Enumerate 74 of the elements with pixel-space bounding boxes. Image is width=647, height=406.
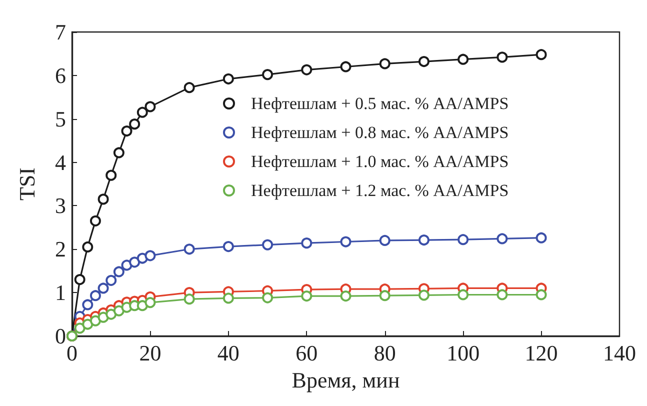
point	[113, 266, 124, 278]
y-tick-label: 2	[55, 236, 66, 262]
legend-label: Нефтешлам + 1.0 мас. % AA/AMPS	[251, 152, 509, 171]
x-tick-label: 80	[374, 340, 396, 366]
point	[418, 56, 430, 68]
point	[82, 299, 94, 310]
point	[262, 69, 274, 80]
point	[144, 297, 156, 308]
y-tick-label: 3	[55, 193, 66, 218]
y-tick-label: 0	[55, 324, 66, 348]
point	[301, 290, 312, 302]
point	[121, 126, 132, 137]
point	[106, 274, 117, 286]
point	[340, 290, 352, 302]
point	[184, 82, 195, 94]
x-tick-label: 120	[524, 340, 558, 366]
point	[184, 294, 195, 305]
point	[418, 290, 430, 301]
point	[301, 64, 312, 76]
point	[536, 232, 547, 244]
point	[340, 61, 352, 72]
point	[74, 322, 86, 334]
point	[262, 239, 274, 250]
point	[90, 215, 101, 226]
point	[144, 101, 156, 112]
y-tick-label: 4	[55, 150, 66, 175]
point	[496, 233, 508, 244]
y-tick-label: 7	[55, 20, 66, 44]
point	[458, 234, 469, 246]
y-tick-label: 1	[55, 280, 66, 306]
point	[418, 234, 430, 246]
point	[74, 274, 86, 286]
point	[496, 52, 508, 63]
point	[184, 244, 195, 255]
point	[144, 250, 156, 262]
point	[222, 241, 234, 252]
point	[129, 256, 140, 268]
point	[262, 292, 274, 304]
point	[90, 315, 101, 326]
point	[129, 118, 140, 130]
point	[136, 106, 148, 118]
x-tick-label: 40	[217, 340, 240, 366]
point	[379, 290, 390, 302]
legend-label: Нефтешлам + 1.2 мас. % AA/AMPS	[251, 181, 509, 200]
point	[106, 170, 117, 181]
point	[536, 49, 547, 60]
point	[379, 58, 390, 70]
point	[458, 54, 469, 65]
point	[98, 282, 109, 294]
point	[113, 305, 124, 316]
x-tick-label: 60	[296, 340, 318, 366]
y-tick-label: 6	[55, 62, 66, 88]
point	[98, 194, 109, 205]
point	[458, 289, 469, 300]
point	[340, 236, 352, 248]
point	[82, 318, 94, 330]
y-axis-title: TSI	[14, 168, 40, 200]
point	[301, 238, 312, 249]
point	[90, 290, 101, 302]
x-tick-label: 20	[139, 340, 162, 366]
x-axis-title: Время, мин	[292, 367, 400, 392]
legend-label: Нефтешлам + 0.8 мас. % AA/AMPS	[251, 123, 509, 142]
x-tick-label: 140	[603, 340, 636, 366]
legend-label: Нефтешлам + 0.5 мас. % AA/AMPS	[251, 94, 509, 113]
point	[496, 289, 508, 300]
point	[113, 147, 124, 158]
point	[379, 234, 390, 246]
point	[106, 308, 117, 320]
point	[536, 289, 547, 300]
x-tick-label: 100	[446, 340, 480, 366]
y-tick-label: 5	[55, 106, 66, 132]
point	[222, 73, 234, 84]
point	[222, 292, 234, 304]
point	[82, 241, 94, 252]
